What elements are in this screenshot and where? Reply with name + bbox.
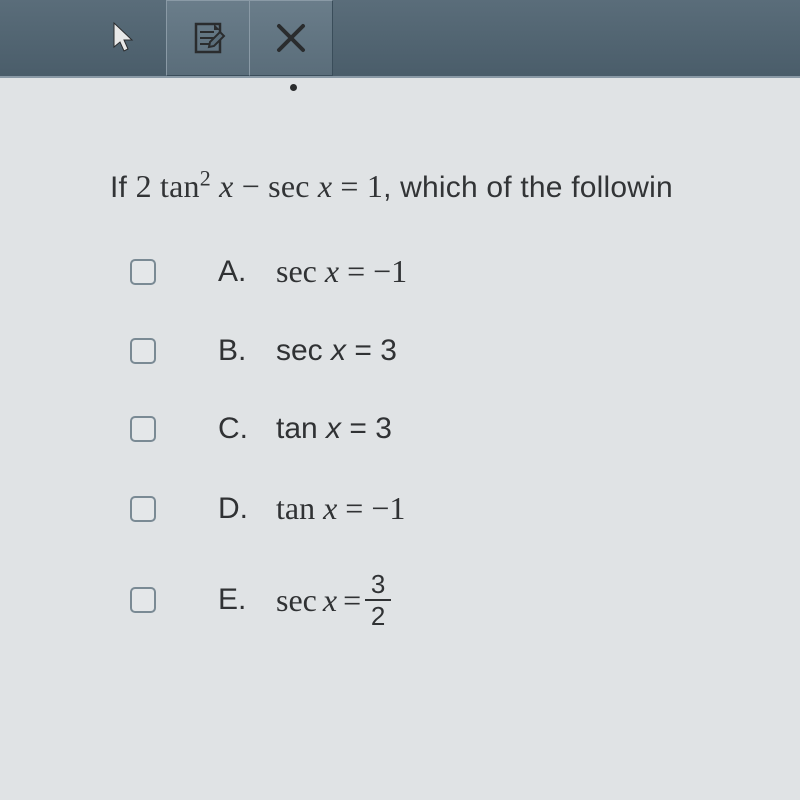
speck — [290, 84, 297, 91]
option-letter: D. — [218, 492, 254, 526]
option-b: B. sec x = 3 — [130, 334, 800, 368]
option-letter: C. — [218, 412, 254, 446]
option-c-text: tan x = 3 — [276, 412, 392, 446]
option-letter: B. — [218, 334, 254, 368]
option-e: E. sec x = 3 2 — [130, 571, 800, 629]
close-icon — [273, 20, 309, 56]
option-e-text: sec x = 3 2 — [276, 571, 391, 629]
option-letter: A. — [218, 255, 254, 289]
question-content: If 2 tan2 x − sec x = 1, which of the fo… — [0, 78, 800, 800]
checkbox-a[interactable] — [130, 259, 156, 285]
option-a-text: sec x = −1 — [276, 253, 407, 290]
option-b-text: sec x = 3 — [276, 334, 397, 368]
note-icon — [190, 20, 226, 56]
fraction: 3 2 — [365, 571, 391, 629]
option-c: C. tan x = 3 — [130, 412, 800, 446]
question-text: If 2 tan2 x − sec x = 1, which of the fo… — [110, 168, 800, 205]
toolbar — [0, 0, 800, 78]
annotate-button[interactable] — [166, 0, 250, 76]
fraction-den: 2 — [371, 603, 385, 629]
checkbox-e[interactable] — [130, 587, 156, 613]
close-button[interactable] — [249, 0, 333, 76]
question-prefix: If — [110, 171, 136, 204]
option-letter: E. — [218, 583, 254, 617]
checkbox-b[interactable] — [130, 338, 156, 364]
option-a: A. sec x = −1 — [130, 253, 800, 290]
checkbox-c[interactable] — [130, 416, 156, 442]
question-equation: 2 tan2 x − sec x = 1 — [136, 168, 383, 204]
fraction-num: 3 — [371, 571, 385, 597]
checkbox-d[interactable] — [130, 496, 156, 522]
options-list: A. sec x = −1 B. sec x = 3 C. tan x = 3 … — [110, 253, 800, 629]
option-d: D. tan x = −1 — [130, 490, 800, 527]
option-d-text: tan x = −1 — [276, 490, 405, 527]
cursor-icon[interactable] — [110, 21, 138, 55]
question-suffix: , which of the followin — [383, 171, 673, 204]
